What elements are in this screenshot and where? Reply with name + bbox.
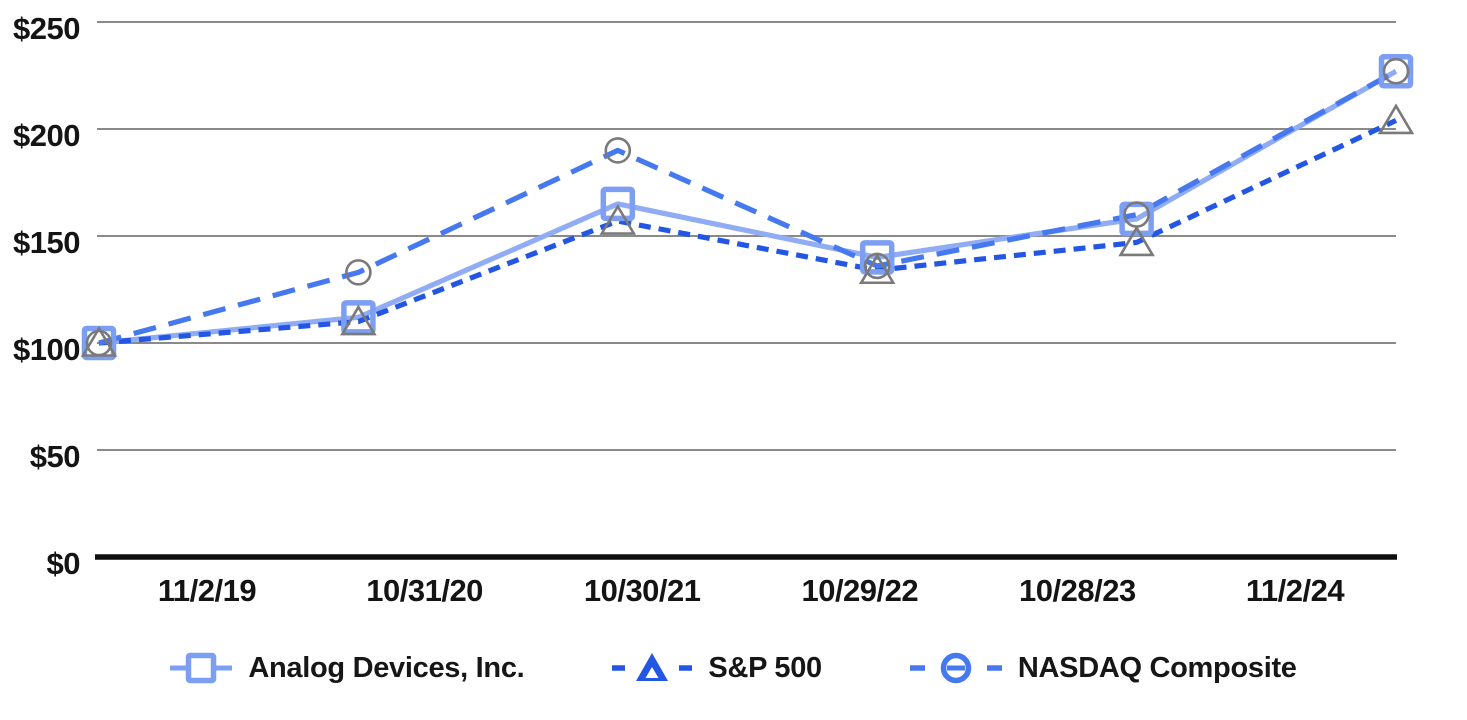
legend-item-analog-devices: Analog Devices, Inc. bbox=[170, 650, 525, 686]
y-tick-label: $200 bbox=[13, 118, 80, 153]
legend-item-nasdaq: NASDAQ Composite bbox=[909, 650, 1297, 686]
y-tick-label: $0 bbox=[46, 546, 81, 581]
legend-item-sp500: S&P 500 bbox=[612, 650, 822, 686]
y-tick-label: $150 bbox=[13, 225, 80, 260]
triangle-marker-icon bbox=[612, 653, 693, 681]
legend-label: Analog Devices, Inc. bbox=[248, 651, 525, 684]
y-tick-label: $100 bbox=[13, 332, 80, 367]
square-marker-icon bbox=[170, 652, 233, 684]
y-tick-label: $250 bbox=[13, 11, 80, 46]
x-tick-label: 10/31/20 bbox=[366, 573, 483, 608]
chart-legend: Analog Devices, Inc. S&P 500 NASDAQ Comp… bbox=[0, 650, 1467, 686]
x-tick-label: 10/30/21 bbox=[583, 573, 701, 608]
x-tick-label: 10/29/22 bbox=[801, 573, 919, 608]
legend-label: S&P 500 bbox=[708, 651, 822, 684]
x-tick-label: 11/2/19 bbox=[157, 573, 257, 608]
x-tick-label: 11/2/24 bbox=[1245, 573, 1345, 608]
x-tick-label: 10/28/23 bbox=[1019, 573, 1136, 608]
y-tick-label: $50 bbox=[29, 439, 81, 474]
circle-marker-icon bbox=[909, 652, 1002, 684]
legend-label: NASDAQ Composite bbox=[1017, 651, 1297, 684]
